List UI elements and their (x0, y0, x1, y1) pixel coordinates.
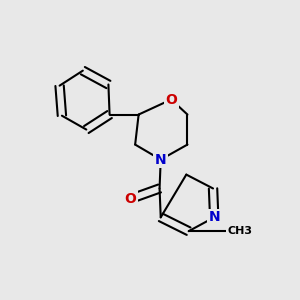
Text: N: N (155, 153, 167, 166)
Text: CH3: CH3 (227, 226, 252, 236)
Text: O: O (124, 192, 136, 206)
Text: N: N (208, 210, 220, 224)
Text: O: O (165, 92, 177, 106)
